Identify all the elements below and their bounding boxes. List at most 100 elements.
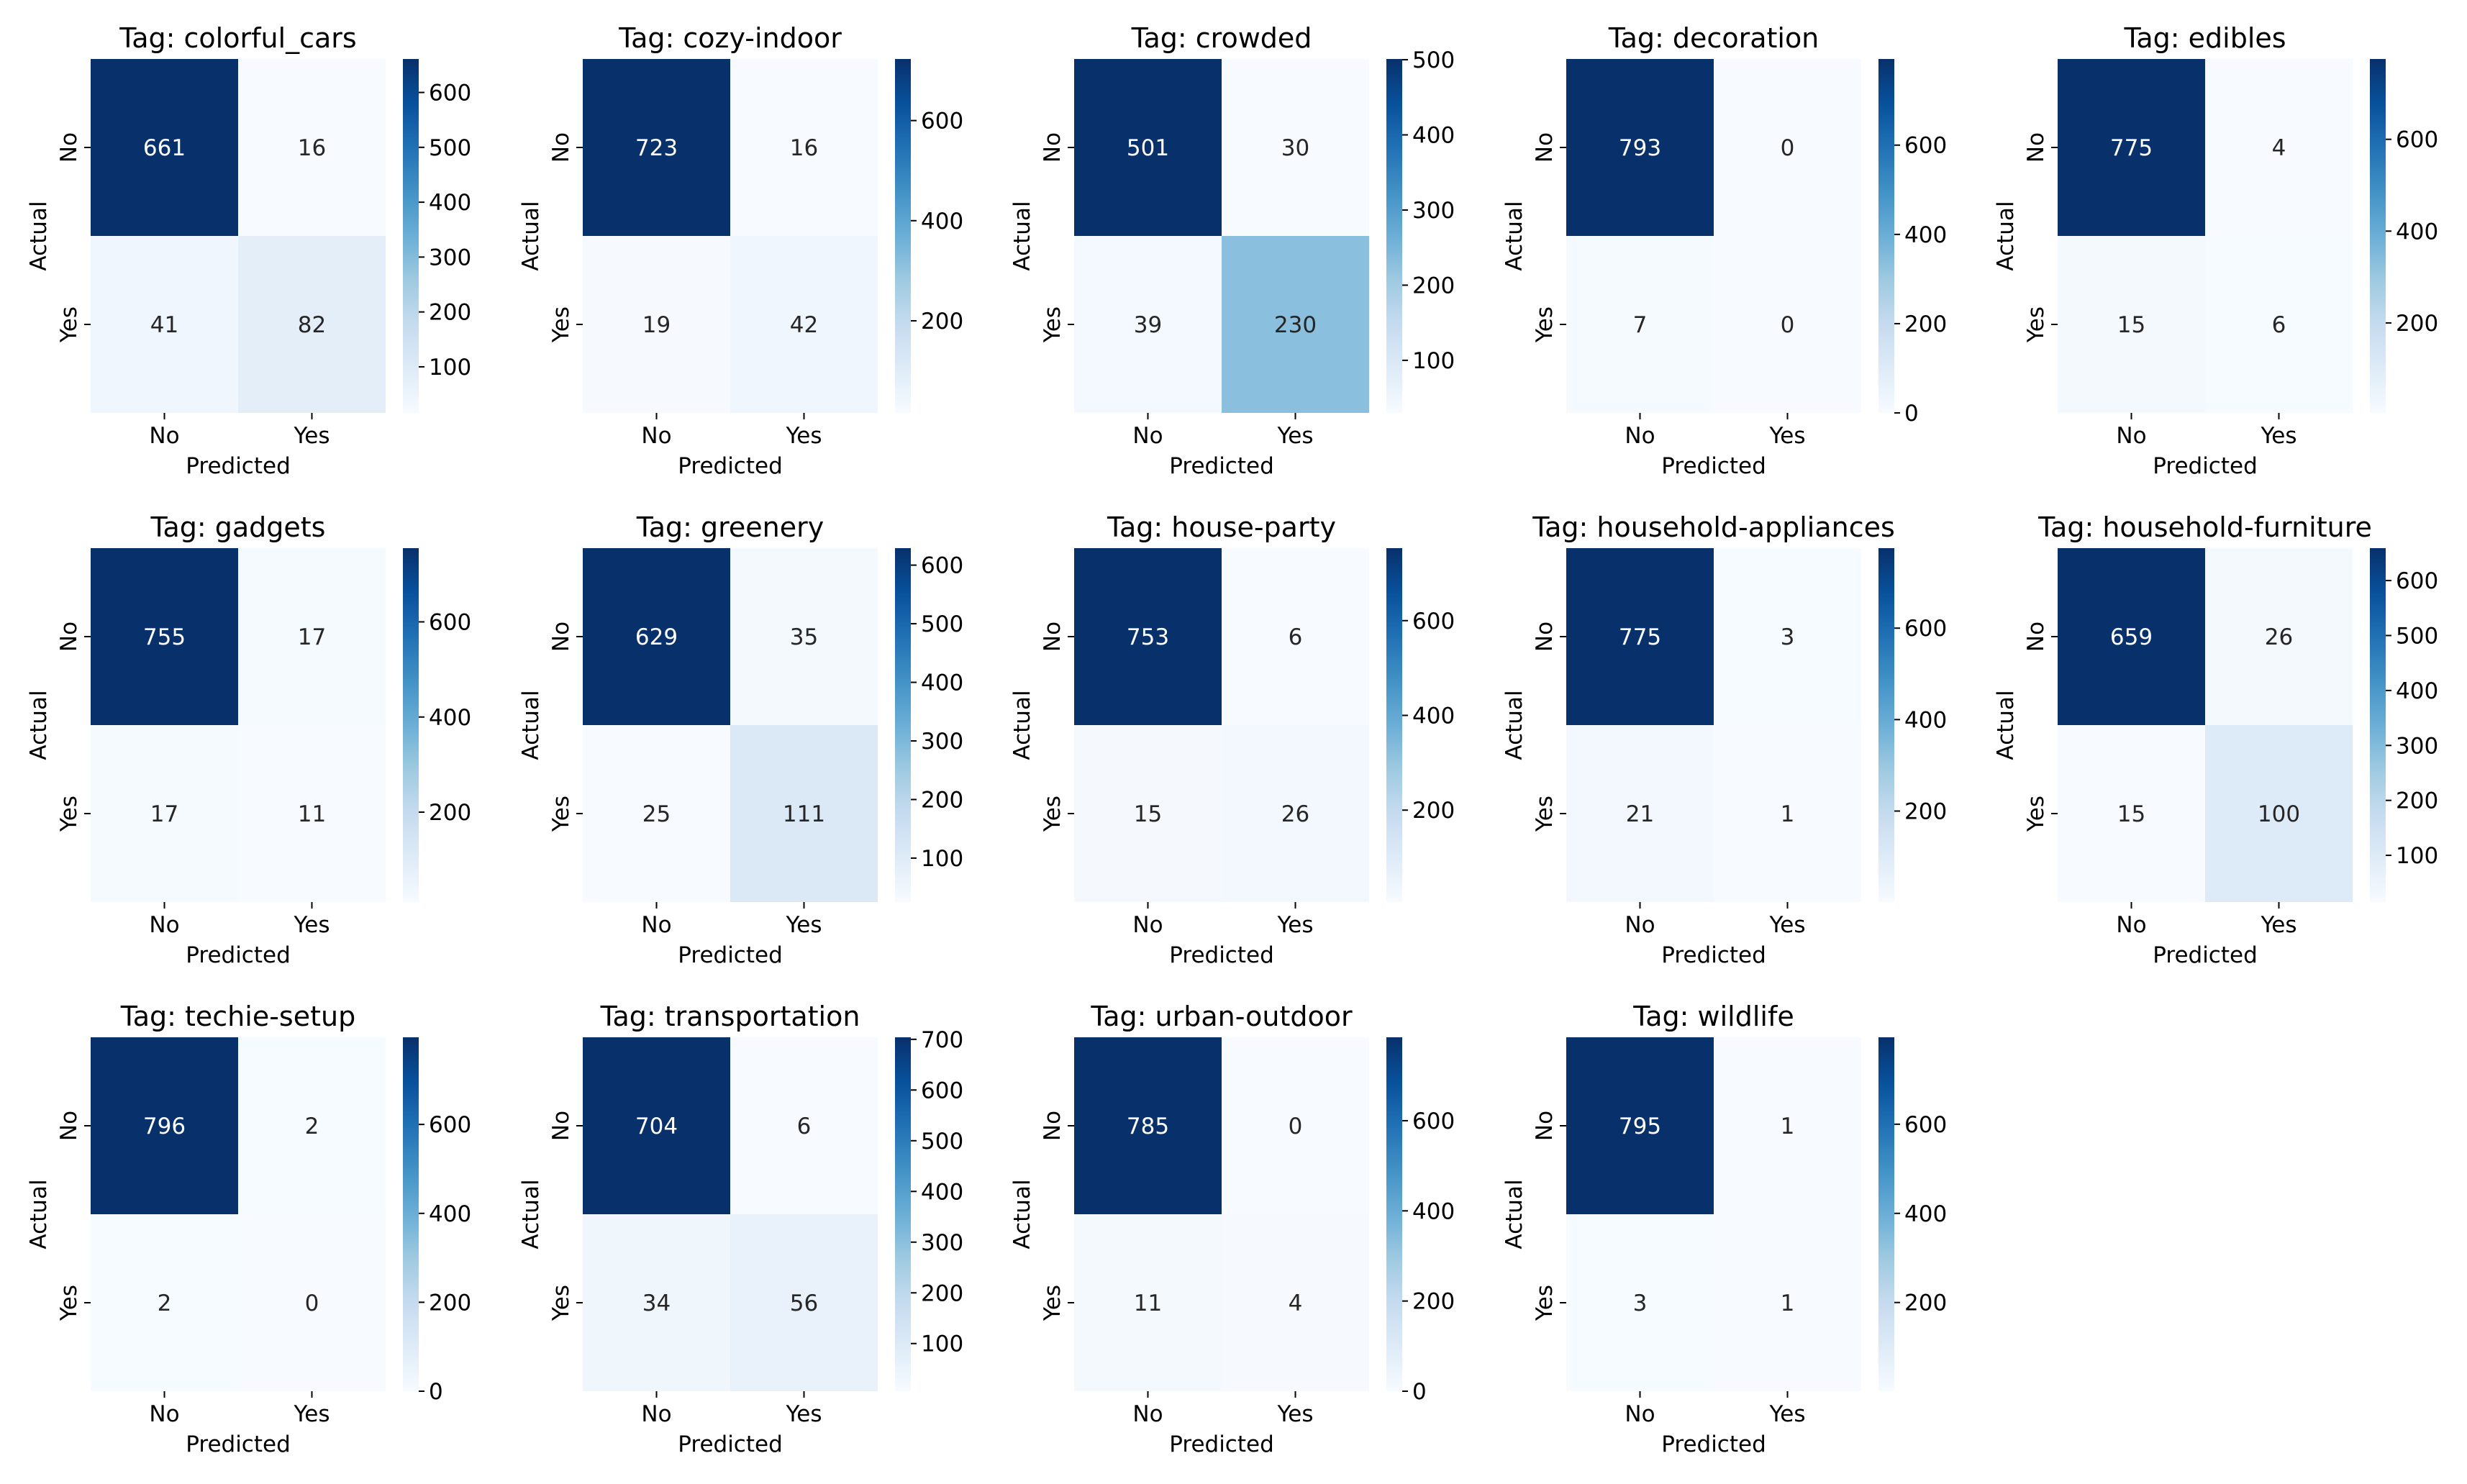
cell-value-label: 17 [298,624,326,650]
cell-value-label: 16 [298,135,326,161]
y-tick-label: Yes [548,796,574,832]
x-axis-label: Predicted [2153,942,2258,968]
heatmap-cell [1714,725,1861,902]
cell-value-label: 661 [143,135,186,161]
colorbar-tick-label: 200 [1412,1289,1455,1315]
colorbar-tick-label: 600 [1904,133,1947,159]
y-axis-label: Actual [1993,201,2019,270]
colorbar-tick-label: 600 [1904,616,1947,642]
y-tick-label: No [56,622,82,652]
heatmap-cell [238,548,386,725]
heatmap-cell [1566,548,1714,725]
colorbar-tick-label: 400 [921,670,963,696]
colorbar-tick-label: 400 [429,1201,471,1227]
heatmap-cell [1074,548,1222,725]
y-tick-label: No [548,132,574,163]
cell-value-label: 6 [797,1114,812,1139]
x-axis-label: Predicted [1169,942,1274,968]
x-axis-label: Predicted [1661,453,1766,479]
x-tick-label: No [1132,423,1163,449]
colorbar-tick-label: 100 [1412,348,1455,374]
y-tick-label: No [548,1111,574,1141]
x-tick-label: No [149,423,179,449]
colorbar-tick-label: 400 [1412,1198,1455,1224]
cell-value-label: 753 [1127,624,1169,650]
x-tick-label: Yes [785,912,822,938]
x-tick-label: Yes [293,912,330,938]
x-tick-label: Yes [785,1401,822,1427]
cell-value-label: 796 [143,1114,186,1139]
heatmap-cell [91,548,238,725]
colorbar [1878,1037,1894,1391]
colorbar-tick-label: 300 [921,1230,963,1256]
x-tick-label: Yes [1276,1401,1313,1427]
colorbar [403,59,419,413]
x-tick-label: No [1132,1401,1163,1427]
colorbar-tick-label: 100 [2396,843,2438,869]
heatmap-cell [1714,1214,1861,1391]
cell-value-label: 39 [1134,312,1162,338]
y-tick-label: Yes [548,306,574,343]
colorbar [895,1037,911,1391]
y-axis-label: Actual [1993,690,2019,760]
colorbar-tick-label: 500 [429,135,471,161]
y-tick-label: No [1040,622,1066,652]
colorbar-tick-label: 300 [2396,733,2438,759]
x-axis-label: Predicted [678,453,783,479]
panel-title: Tag: decoration [1608,22,1819,54]
heatmap-cell [583,236,730,413]
heatmap-cell [91,725,238,902]
heatmap-cell [1074,236,1222,413]
heatmap-cell [730,725,878,902]
colorbar-tick-label: 600 [2396,127,2438,153]
x-tick-label: Yes [1276,423,1313,449]
panel-title: Tag: greenery [636,511,824,543]
y-tick-label: Yes [1040,1285,1066,1321]
cell-value-label: 42 [790,312,818,338]
y-axis-label: Actual [26,690,52,760]
x-tick-label: Yes [293,423,330,449]
y-tick-label: Yes [56,306,82,343]
colorbar [2370,548,2386,902]
colorbar-tick-label: 600 [429,81,471,106]
x-tick-label: Yes [1768,423,1805,449]
y-axis-label: Actual [518,201,544,270]
heatmap-cell [1566,236,1714,413]
y-axis-label: Actual [1009,201,1035,270]
colorbar-tick-label: 0 [1412,1379,1427,1405]
cell-value-label: 0 [305,1290,319,1316]
cell-value-label: 1 [1781,801,1795,827]
y-tick-label: Yes [1532,306,1558,343]
cell-value-label: 15 [1134,801,1162,827]
heatmap-cell [583,725,730,902]
x-axis-label: Predicted [186,942,291,968]
colorbar-tick-label: 600 [429,1112,471,1138]
heatmap-cell [91,1214,238,1391]
panel-title: Tag: wildlife [1632,1001,1794,1032]
colorbar-tick-label: 200 [921,309,963,334]
colorbar [403,1037,419,1391]
heatmap-cell [1074,1214,1222,1391]
y-tick-label: No [56,132,82,163]
heatmap-cell [1566,725,1714,902]
x-tick-label: No [149,912,179,938]
colorbar-tick-label: 700 [921,1027,963,1053]
x-tick-label: No [1625,1401,1655,1427]
panel-title: Tag: household-furniture [2037,511,2372,543]
heatmap-cell [1566,1214,1714,1391]
cell-value-label: 11 [1134,1290,1162,1316]
heatmap-cell [2205,725,2353,902]
x-tick-label: No [2116,912,2146,938]
heatmap-cell [1222,236,1369,413]
y-tick-label: Yes [56,1285,82,1321]
heatmap-cell [1074,59,1222,236]
x-axis-label: Predicted [1169,453,1274,479]
colorbar-tick-label: 100 [429,355,471,381]
colorbar-tick-label: 300 [429,245,471,270]
colorbar-tick-label: 500 [921,1129,963,1155]
colorbar-tick-label: 400 [1412,123,1455,149]
